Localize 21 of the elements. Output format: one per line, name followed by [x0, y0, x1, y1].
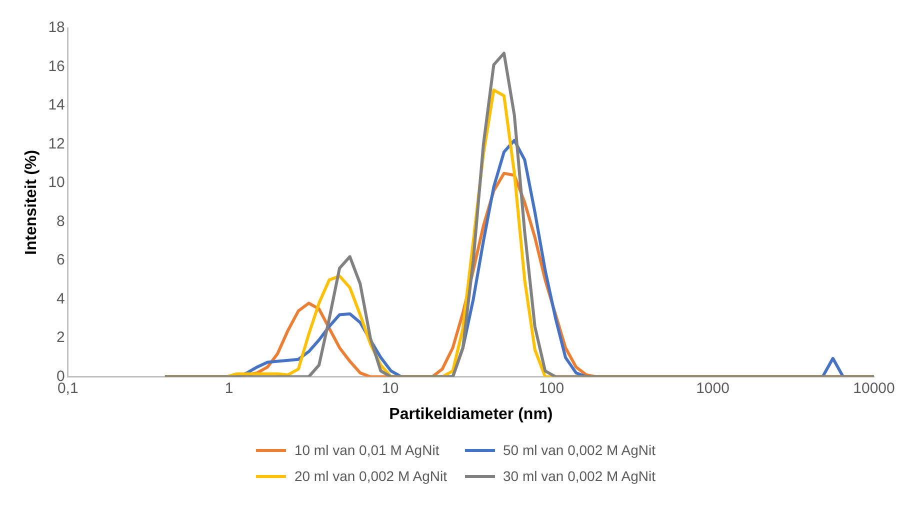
y-tick-label: 14: [48, 96, 65, 114]
x-tick-label: 100: [539, 380, 564, 397]
legend-label: 10 ml van 0,01 M AgNit: [294, 442, 440, 458]
y-tick-label: 18: [48, 19, 65, 36]
y-tick-label: 12: [48, 135, 65, 152]
legend-label: 20 ml van 0,002 M AgNit: [294, 468, 447, 484]
y-tick-label: 2: [56, 329, 65, 346]
x-tick-label: 0,1: [57, 380, 78, 397]
x-tick-label: 10: [382, 380, 399, 397]
x-tick-label: 10000: [853, 380, 895, 397]
y-tick-label: 4: [56, 290, 65, 308]
y-tick-label: 6: [56, 252, 65, 269]
x-axis-title: Partikeldiameter (nm): [389, 406, 553, 423]
y-tick-label: 16: [48, 58, 65, 75]
legend-label: 50 ml van 0,002 M AgNit: [503, 442, 656, 458]
y-tick-label: 8: [56, 212, 65, 230]
x-tick-label: 1: [224, 380, 234, 397]
y-tick-label: 10: [48, 174, 65, 192]
legend-label: 30 ml van 0,002 M AgNit: [503, 468, 656, 484]
x-tick-label: 1000: [696, 380, 730, 397]
y-axis-title: Intensiteit (%): [23, 150, 40, 255]
